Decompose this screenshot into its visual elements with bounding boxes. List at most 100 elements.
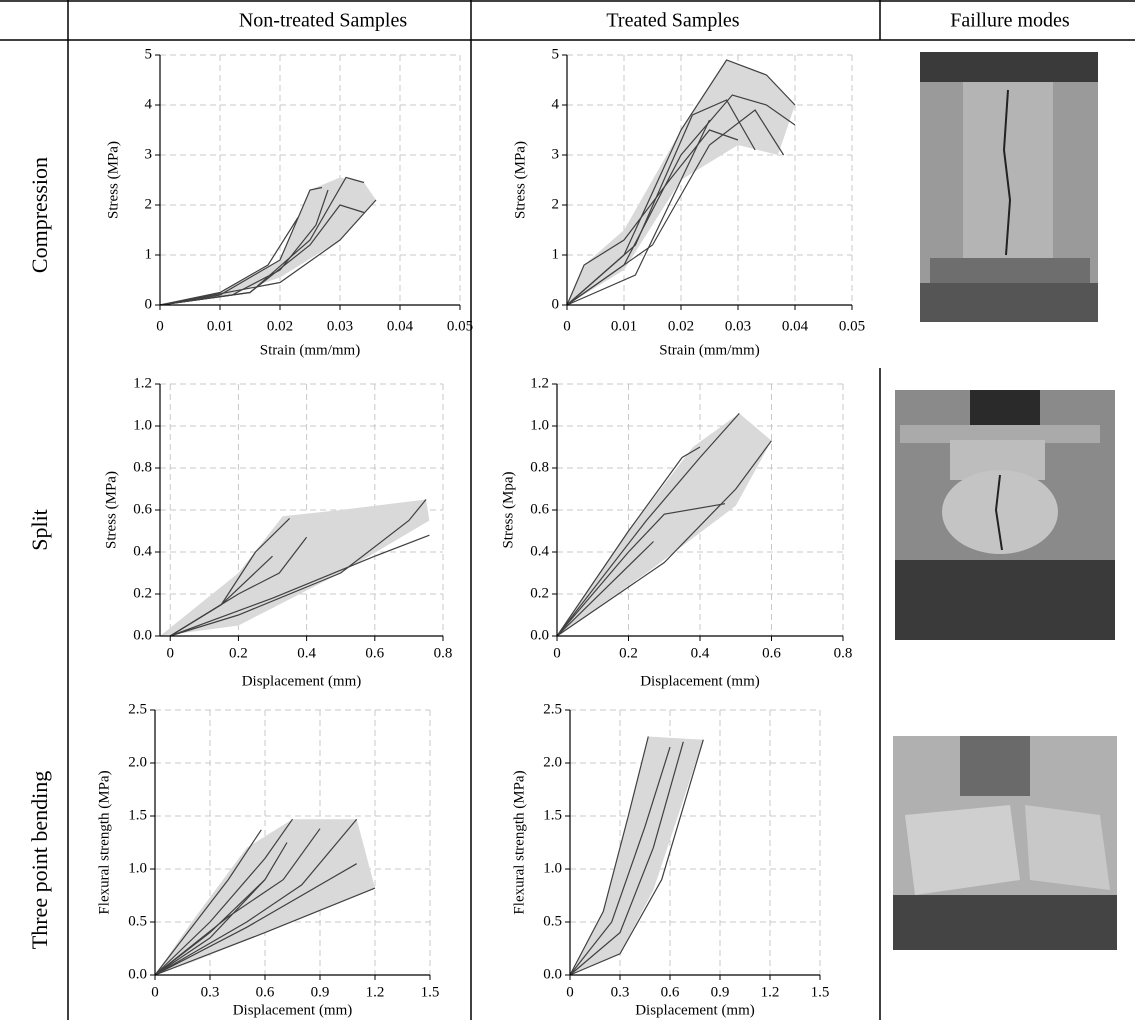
x-tick-label: 0.8 (434, 645, 453, 661)
x-tick-label: 0.05 (839, 318, 865, 334)
y-tick-label: 2.0 (128, 754, 147, 770)
column-header: Treated Samples (606, 10, 739, 32)
x-tick-label: 0.02 (668, 318, 694, 334)
x-tick-label: 1.5 (811, 984, 830, 1000)
y-tick-label: 0.0 (543, 966, 562, 982)
y-tick-label: 4 (145, 96, 153, 112)
x-tick-label: 0.6 (365, 645, 384, 661)
photo-split (895, 390, 1115, 640)
envelope (567, 60, 795, 305)
y-tick-label: 1 (145, 246, 153, 262)
y-tick-label: 0 (145, 296, 153, 312)
row-label: Split (27, 509, 52, 551)
x-tick-label: 0.01 (611, 318, 637, 334)
y-axis-label: Stress (Mpa) (500, 471, 516, 548)
x-tick-label: 0 (553, 645, 561, 661)
x-tick-label: 0.01 (207, 318, 233, 334)
x-tick-label: 1.2 (761, 984, 780, 1000)
x-tick-label: 0.4 (691, 645, 710, 661)
chart: 0 1 2 3 4 5 0 0.01 0.02 0.03 0.04 0.05 Strain (mm/mm… (512, 46, 865, 358)
y-tick-label: 0.5 (543, 913, 562, 929)
curve (154, 818, 358, 976)
x-tick-label: 0.04 (387, 318, 414, 334)
curve (159, 176, 365, 306)
chart: 0 1 2 3 4 5 0 0.01 0.02 0.03 0.04 0.05 Strain (mm/mm… (105, 46, 473, 358)
curve (159, 199, 377, 306)
envelope (160, 177, 376, 305)
curve (556, 440, 772, 637)
y-tick-label: 2.5 (128, 701, 147, 717)
y-tick-label: 1.0 (543, 860, 562, 876)
photo-bending (893, 736, 1117, 950)
y-tick-label: 1.0 (128, 860, 147, 876)
y-tick-label: 2.5 (543, 701, 562, 717)
chart: 0.0 0.5 1.0 1.5 2.0 2.5 0 0.3 0.6 0.9 1.2 1.5 Displa… (96, 701, 439, 1018)
x-tick-label: 0.02 (267, 318, 293, 334)
y-axis-label: Flexural strength (MPa) (96, 770, 112, 914)
x-axis-label: Strain (mm/mm) (260, 342, 360, 358)
x-tick-label: 0.03 (327, 318, 353, 334)
envelope (160, 499, 430, 636)
x-tick-label: 0 (166, 645, 174, 661)
x-tick-label: 0.2 (619, 645, 638, 661)
y-tick-label: 2 (145, 196, 153, 212)
x-tick-label: 0 (563, 318, 571, 334)
envelope (570, 736, 704, 975)
y-tick-label: 0.2 (530, 585, 549, 601)
curve (566, 119, 711, 306)
curve (159, 217, 299, 306)
y-tick-label: 0.8 (530, 459, 549, 475)
curve (556, 413, 740, 637)
curve (556, 503, 726, 637)
curve (154, 863, 358, 976)
curve (566, 129, 739, 306)
y-tick-label: 0.0 (530, 627, 549, 643)
x-tick-label: 0.9 (311, 984, 330, 1000)
curve (154, 879, 266, 976)
curve (569, 739, 704, 976)
column-header: Faillure modes (950, 10, 1070, 32)
curve (569, 746, 671, 976)
y-tick-label: 3 (552, 146, 560, 162)
y-tick-label: 0.8 (133, 459, 152, 475)
curve (569, 741, 684, 976)
row-label: Three point bending (27, 771, 52, 949)
x-tick-label: 0.04 (782, 318, 809, 334)
y-tick-label: 2.0 (543, 754, 562, 770)
envelope (155, 819, 375, 975)
x-tick-label: 0.4 (297, 645, 316, 661)
x-tick-label: 0.6 (661, 984, 680, 1000)
y-tick-label: 1.2 (530, 375, 549, 391)
x-tick-label: 0.3 (611, 984, 630, 1000)
y-tick-label: 0.4 (530, 543, 549, 559)
x-axis-label: Strain (mm/mm) (659, 342, 759, 358)
y-tick-label: 5 (145, 46, 153, 62)
row-label: Compression (27, 157, 52, 273)
y-tick-label: 0.6 (133, 501, 152, 517)
y-tick-label: 0 (552, 296, 560, 312)
y-tick-label: 0.2 (133, 585, 152, 601)
x-tick-label: 0.8 (834, 645, 853, 661)
x-tick-label: 0.3 (201, 984, 220, 1000)
x-axis-label: Displacement (mm) (635, 1002, 755, 1018)
envelope (557, 413, 772, 636)
y-tick-label: 5 (552, 46, 560, 62)
curve (154, 828, 321, 976)
x-axis-label: Displacement (mm) (242, 673, 362, 689)
curve (566, 109, 785, 306)
chart: 0.0 0.2 0.4 0.6 0.8 1.0 1.2 0 0.2 0.4 0.6 0.8 Displa… (103, 375, 452, 689)
y-tick-label: 1.5 (543, 807, 562, 823)
column-header: Non-treated Samples (239, 10, 407, 32)
curve (169, 536, 308, 637)
x-tick-label: 0.2 (229, 645, 248, 661)
x-tick-label: 0 (156, 318, 164, 334)
y-axis-label: Flexural strength (MPa) (511, 770, 527, 914)
y-tick-label: 1.5 (128, 807, 147, 823)
y-tick-label: 1.0 (530, 417, 549, 433)
x-tick-label: 0.6 (256, 984, 275, 1000)
y-tick-label: 0.4 (133, 543, 152, 559)
curve (556, 446, 701, 637)
curve (556, 541, 654, 637)
y-tick-label: 1 (552, 246, 560, 262)
